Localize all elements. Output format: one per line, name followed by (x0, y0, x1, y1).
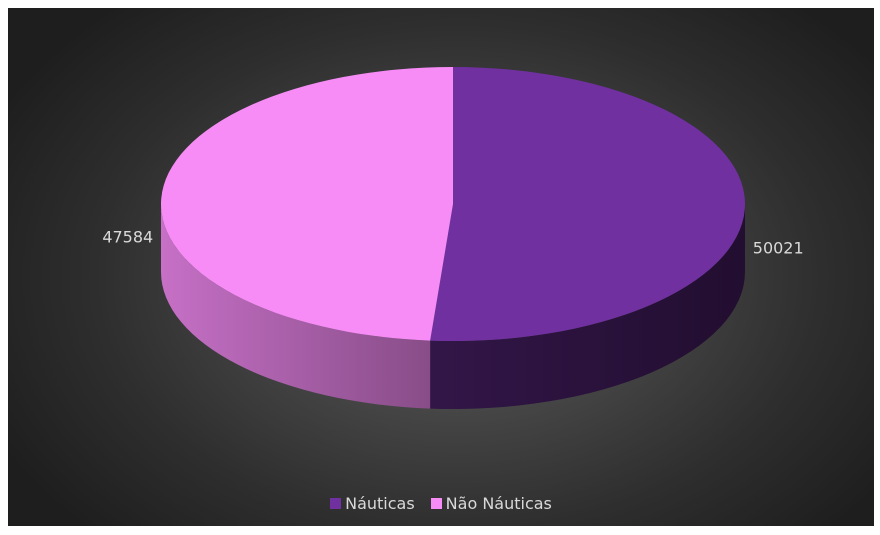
legend-label-nao-nauticas: Não Náuticas (445, 494, 552, 513)
slice-wall-1 (161, 204, 431, 409)
legend: Náuticas Não Náuticas (8, 494, 874, 513)
legend-swatch-nao-nauticas (430, 498, 442, 509)
data-label-0: 50021 (753, 238, 804, 257)
legend-label-nauticas: Náuticas (345, 494, 415, 513)
chart-area: 50021 47584 Náuticas Não Náuticas (8, 8, 874, 526)
data-label-1: 47584 (102, 228, 153, 247)
slice-top-0 (430, 67, 745, 341)
legend-item-nao-nauticas: Não Náuticas (430, 494, 552, 513)
slice-wall-0 (430, 204, 745, 410)
slice-top-1 (160, 67, 453, 341)
legend-item-nauticas: Náuticas (330, 494, 415, 513)
pie-chart: 50021 47584 (102, 67, 804, 410)
legend-swatch-nauticas (330, 498, 342, 509)
